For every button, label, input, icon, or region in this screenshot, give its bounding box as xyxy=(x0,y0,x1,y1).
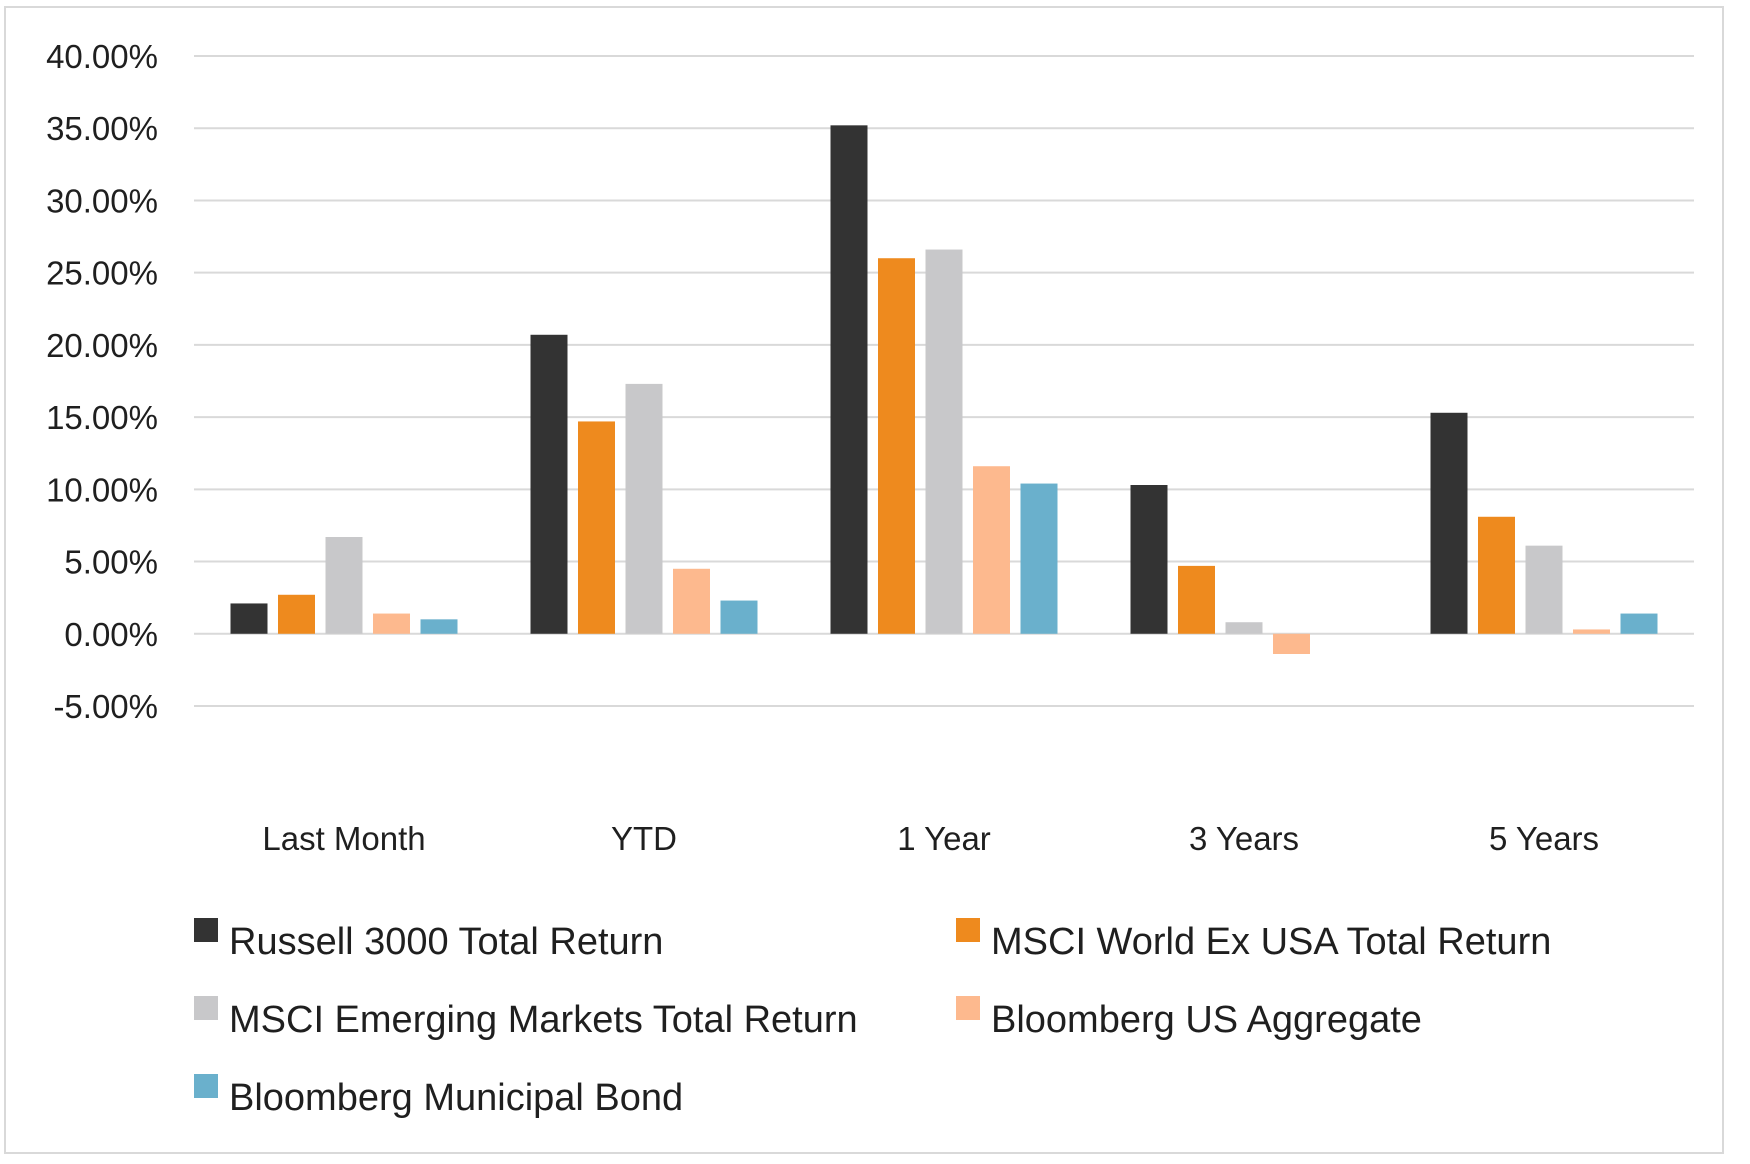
legend-swatch xyxy=(956,996,980,1020)
legend-label: Bloomberg Municipal Bond xyxy=(229,1077,683,1119)
legend-item: MSCI World Ex USA Total Return xyxy=(956,918,1551,963)
bar xyxy=(1620,613,1658,634)
legend-label: MSCI Emerging Markets Total Return xyxy=(229,999,858,1041)
bar xyxy=(1273,633,1310,654)
bar xyxy=(1478,516,1515,634)
bar xyxy=(230,603,268,634)
y-axis-tick-labels: 40.00% 35.00% 30.00% 25.00% 20.00% 15.00% 10.0… xyxy=(46,38,158,725)
y-tick-label: -5.00% xyxy=(53,688,158,725)
bar xyxy=(530,334,568,634)
x-category-label: 5 Years xyxy=(1489,820,1599,857)
x-category-label: 1 Year xyxy=(897,820,991,857)
bar xyxy=(1573,629,1610,634)
y-tick-label: 20.00% xyxy=(46,327,158,364)
y-tick-label: 25.00% xyxy=(46,255,158,292)
bar xyxy=(925,249,963,634)
x-category-label: Last Month xyxy=(262,820,425,857)
bar xyxy=(1430,412,1468,634)
bar xyxy=(1020,483,1058,634)
legend-label: Russell 3000 Total Return xyxy=(229,921,663,963)
bar xyxy=(325,537,363,634)
y-tick-label: 10.00% xyxy=(46,471,158,508)
bar xyxy=(1225,622,1263,634)
legend-item: Bloomberg US Aggregate xyxy=(956,996,1422,1041)
bar xyxy=(1178,565,1215,634)
legend-swatch xyxy=(194,1074,218,1098)
legend: Russell 3000 Total Return MSCI World Ex U… xyxy=(194,918,1551,1119)
bar xyxy=(1130,485,1168,634)
y-tick-label: 40.00% xyxy=(46,38,158,75)
legend-item: Bloomberg Municipal Bond xyxy=(194,1074,683,1119)
bar xyxy=(878,258,915,634)
bar xyxy=(830,125,868,634)
legend-swatch xyxy=(194,918,218,942)
bar-chart: 40.00% 35.00% 30.00% 25.00% 20.00% 15.00% 10.0… xyxy=(46,38,1694,1119)
bar xyxy=(720,600,758,634)
chart-area: 40.00% 35.00% 30.00% 25.00% 20.00% 15.00% 10.0… xyxy=(4,6,1724,1154)
y-tick-label: 15.00% xyxy=(46,399,158,436)
bar xyxy=(1525,545,1563,634)
x-axis-category-labels: Last Month YTD 1 Year 3 Years 5 Years xyxy=(262,820,1599,857)
legend-label: Bloomberg US Aggregate xyxy=(991,999,1422,1041)
legend-item: Russell 3000 Total Return xyxy=(194,918,663,963)
legend-swatch xyxy=(194,996,218,1020)
x-category-label: YTD xyxy=(611,820,677,857)
bar xyxy=(973,466,1010,634)
bar xyxy=(578,421,615,634)
x-category-label: 3 Years xyxy=(1189,820,1299,857)
legend-swatch xyxy=(956,918,980,942)
bar xyxy=(420,619,458,634)
legend-item: MSCI Emerging Markets Total Return xyxy=(194,996,858,1041)
y-tick-label: 35.00% xyxy=(46,110,158,147)
y-tick-label: 0.00% xyxy=(64,616,158,653)
y-tick-label: 30.00% xyxy=(46,182,158,219)
bar xyxy=(673,568,710,634)
bar xyxy=(373,613,410,634)
bar xyxy=(278,594,315,634)
y-tick-label: 5.00% xyxy=(64,544,158,581)
bar xyxy=(625,383,663,634)
bars xyxy=(230,125,1658,654)
legend-label: MSCI World Ex USA Total Return xyxy=(991,921,1551,963)
